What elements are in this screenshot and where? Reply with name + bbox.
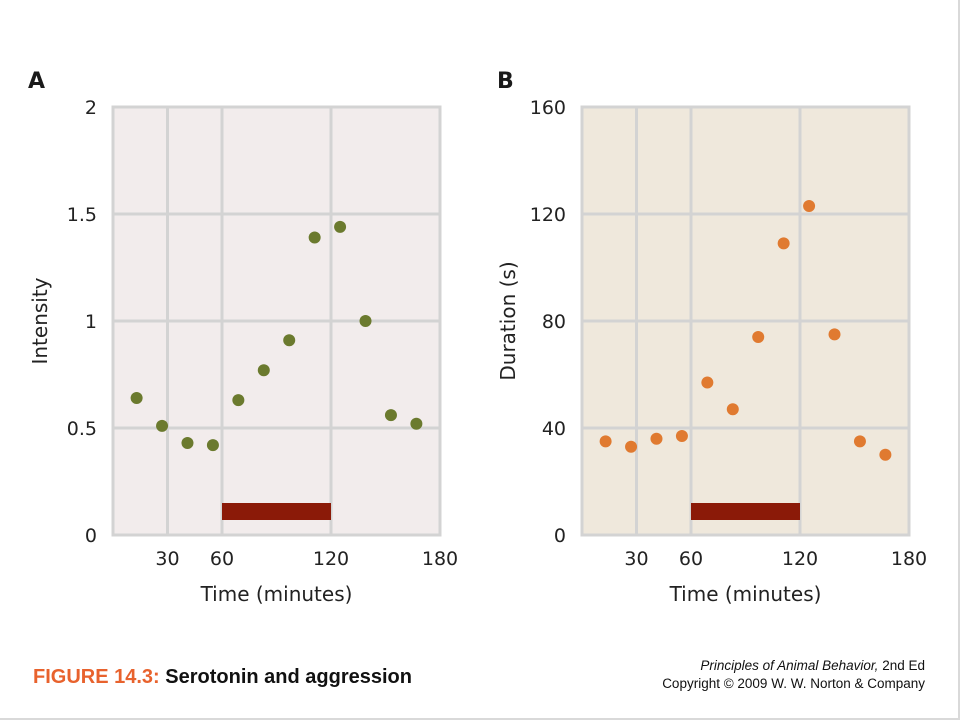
data-point [283,334,296,347]
panel-letter: B [497,69,514,94]
data-point [156,419,169,432]
data-point [410,417,423,430]
book-title: Principles of Animal Behavior, [700,658,879,673]
data-point [334,220,347,233]
y-axis-label: Intensity [28,277,52,364]
panel-a: 0 0.5 1 1.5 2 30 60 120 180 Time (minutes) Intensi… [28,69,458,606]
x-axis-label: Time (minutes) [669,582,822,606]
data-point [359,315,372,327]
x-tick-label: 60 [679,548,703,570]
data-point [650,432,663,445]
data-point [675,430,688,443]
publisher-credit: Principles of Animal Behavior, 2nd Ed Co… [662,657,925,693]
x-axis-label: Time (minutes) [200,582,353,606]
data-point [803,199,816,212]
data-point [384,409,397,422]
data-point [257,364,270,377]
data-point [701,376,714,389]
data-point [625,440,638,453]
x-tick-label: 120 [313,548,349,570]
copyright-line: Copyright © 2009 W. W. Norton & Company [662,676,925,691]
data-point [206,439,219,452]
y-tick-label: 40 [542,418,566,440]
data-point [726,403,739,416]
figure-caption: FIGURE 14.3: Serotonin and aggression [33,666,412,689]
panel-letter: A [28,69,45,94]
data-point [232,394,245,407]
y-tick-label: 1 [85,311,97,333]
figure-title: Serotonin and aggression [165,666,412,688]
data-point [752,331,765,344]
y-tick-label: 2 [85,97,97,119]
y-tick-label: 80 [542,311,566,333]
data-point [777,237,790,250]
data-point [181,436,194,449]
y-axis-label: Duration (s) [496,261,520,380]
data-point [879,448,892,461]
plot-frame [580,105,911,537]
x-tick-label: 30 [624,548,648,570]
y-tick-label: 120 [530,204,566,226]
figure-label: FIGURE 14.3: [33,666,160,688]
panel-b: 0 40 80 120 160 30 60 120 180 Time (minutes) Durat… [496,69,927,606]
x-tick-label: 180 [891,548,927,570]
data-point [308,231,321,244]
x-tick-label: 60 [210,548,234,570]
x-tick-label: 120 [782,548,818,570]
plot-frame [111,105,442,537]
y-tick-label: 0 [85,525,97,547]
x-tick-label: 30 [155,548,179,570]
data-point [130,392,143,405]
data-point [853,435,866,448]
treatment-bar [222,503,331,520]
y-tick-label: 0 [554,525,566,547]
data-point [599,435,612,448]
x-tick-label: 180 [422,548,458,570]
book-edition: 2nd Ed [882,658,925,673]
data-point [828,328,841,341]
treatment-bar [691,503,800,520]
y-tick-label: 0.5 [67,418,97,440]
y-tick-label: 1.5 [67,204,97,226]
y-tick-label: 160 [530,97,566,119]
